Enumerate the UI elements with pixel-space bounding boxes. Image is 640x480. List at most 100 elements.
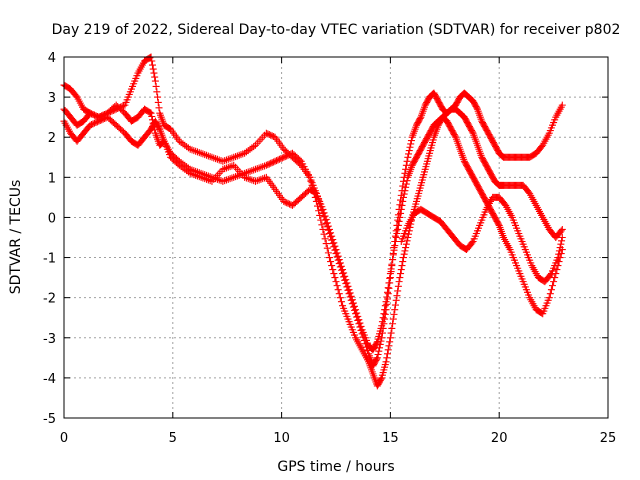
data-point [394, 282, 402, 290]
data-point [394, 287, 402, 295]
y-axis-label: SDTVAR / TECUs [8, 180, 24, 295]
data-point [334, 252, 342, 260]
data-point [98, 112, 106, 120]
data-point [473, 104, 481, 112]
data-point [336, 294, 344, 302]
data-point [383, 288, 391, 296]
data-point [357, 322, 365, 330]
data-point [396, 274, 404, 282]
data-point [284, 151, 292, 159]
data-point [296, 156, 304, 164]
data-point [407, 140, 415, 148]
series-track-d [397, 193, 566, 286]
data-point [331, 242, 339, 250]
data-point [89, 120, 97, 128]
data-point [287, 150, 295, 158]
data-point [383, 293, 391, 301]
data-point [384, 284, 392, 292]
data-point [386, 274, 394, 282]
data-point [347, 292, 355, 300]
data-point [378, 318, 386, 326]
data-point [150, 69, 158, 77]
plot-frame [63, 56, 609, 419]
data-point [327, 258, 335, 266]
data-point [319, 205, 327, 213]
data-point [267, 131, 275, 139]
data-point [96, 112, 104, 120]
data-point [388, 260, 396, 268]
data-point [317, 216, 325, 224]
data-point [400, 190, 408, 198]
data-point [385, 342, 393, 350]
data-point [101, 110, 109, 118]
data-point [380, 310, 388, 318]
data-point [386, 270, 394, 278]
axis-ticks: 0 5 10 15 20 25 -5 -4 -3 -2 -1 0 1 2 3 4 [43, 51, 616, 446]
data-point [402, 180, 410, 188]
y-tick-label: -5 [43, 412, 56, 427]
data-point [149, 119, 157, 127]
data-point [397, 209, 405, 217]
data-point [316, 211, 324, 219]
x-tick-label: 10 [273, 431, 290, 446]
data-point [90, 119, 98, 127]
data-point [262, 129, 270, 137]
data-point [391, 242, 399, 250]
data-point [558, 237, 566, 245]
y-tick-label: -3 [43, 332, 56, 347]
data-point [557, 227, 565, 235]
data-point [398, 201, 406, 209]
data-point [402, 244, 410, 252]
data-point [334, 286, 342, 294]
y-tick-label: 1 [48, 171, 56, 186]
data-point [384, 290, 392, 298]
data-point [374, 350, 382, 358]
data-point [379, 314, 387, 322]
data-point [154, 93, 162, 101]
data-point [335, 290, 343, 298]
data-marks [60, 53, 566, 390]
data-point [322, 215, 330, 223]
data-point [280, 197, 288, 205]
data-point [394, 225, 402, 233]
data-point [384, 346, 392, 354]
data-point [396, 213, 404, 221]
data-point [281, 198, 289, 206]
y-tick-label: -1 [43, 252, 56, 267]
data-point [330, 239, 338, 247]
data-point [318, 221, 326, 229]
data-point [148, 112, 156, 120]
data-point [392, 296, 400, 304]
data-point [382, 298, 390, 306]
data-point [394, 221, 402, 229]
data-point [307, 177, 315, 185]
data-point [352, 306, 360, 314]
data-point [89, 110, 97, 118]
data-point [149, 65, 157, 73]
data-point [150, 123, 158, 131]
data-point [86, 109, 94, 117]
data-point [405, 147, 413, 155]
data-point [332, 246, 340, 254]
data-point [283, 199, 291, 207]
data-point [350, 302, 358, 310]
data-point [287, 201, 295, 209]
data-point [277, 155, 285, 163]
data-point [398, 262, 406, 270]
data-point [391, 306, 399, 314]
data-point [397, 205, 405, 213]
data-point [389, 315, 397, 323]
data-point [403, 177, 411, 185]
data-point [151, 126, 159, 134]
data-point [333, 282, 341, 290]
data-point [327, 229, 335, 237]
data-point [265, 160, 273, 168]
data-point [283, 152, 291, 160]
data-point [558, 234, 566, 241]
data-point [386, 334, 394, 342]
data-point [555, 250, 563, 258]
data-point [340, 269, 348, 277]
data-point [407, 137, 415, 145]
data-point [356, 319, 364, 327]
data-point [403, 237, 411, 245]
